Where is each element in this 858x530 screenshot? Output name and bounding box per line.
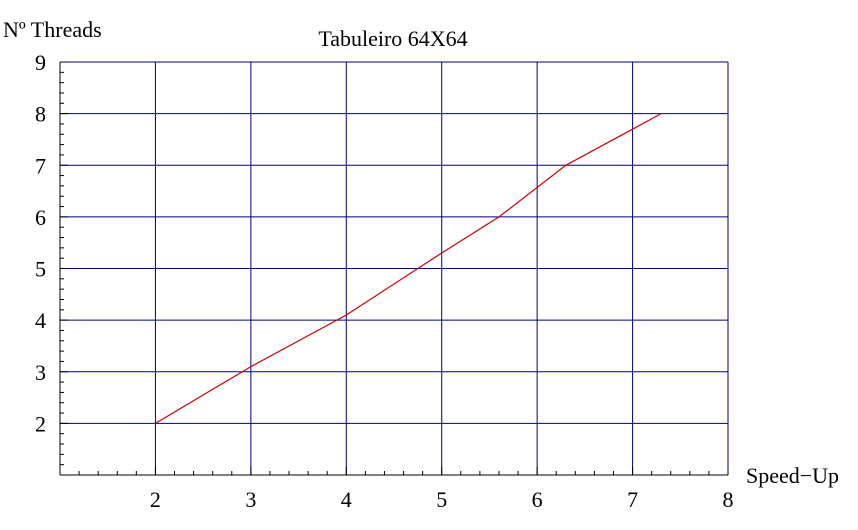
y-tick-label: 9 [35, 50, 46, 75]
y-tick-label: 8 [35, 102, 46, 127]
y-tick-label: 3 [35, 360, 46, 385]
grid [60, 61, 729, 475]
x-tick-label: 8 [723, 487, 734, 512]
y-tick-label: 7 [35, 153, 46, 178]
y-tick-label: 2 [35, 411, 46, 436]
x-axis-title: Speed−Up [746, 463, 839, 488]
x-tick-label: 3 [245, 487, 256, 512]
y-tick-label: 4 [35, 308, 46, 333]
chart-title: Tabuleiro 64X64 [318, 26, 467, 51]
x-tick-label: 7 [627, 487, 638, 512]
y-tick-label: 5 [35, 257, 46, 282]
series-line [155, 113, 662, 424]
x-tick-label: 2 [150, 487, 161, 512]
y-axis-title: Nº Threads [3, 17, 102, 42]
x-tick-label: 5 [436, 487, 447, 512]
x-tick-label: 4 [341, 487, 352, 512]
y-tick-label: 6 [35, 205, 46, 230]
x-tick-label: 6 [532, 487, 543, 512]
tick-marks [59, 61, 729, 476]
tick-labels: 2 3 4 5 6 7 8 2 3 4 5 6 7 8 9 [35, 50, 734, 512]
series [155, 113, 662, 424]
